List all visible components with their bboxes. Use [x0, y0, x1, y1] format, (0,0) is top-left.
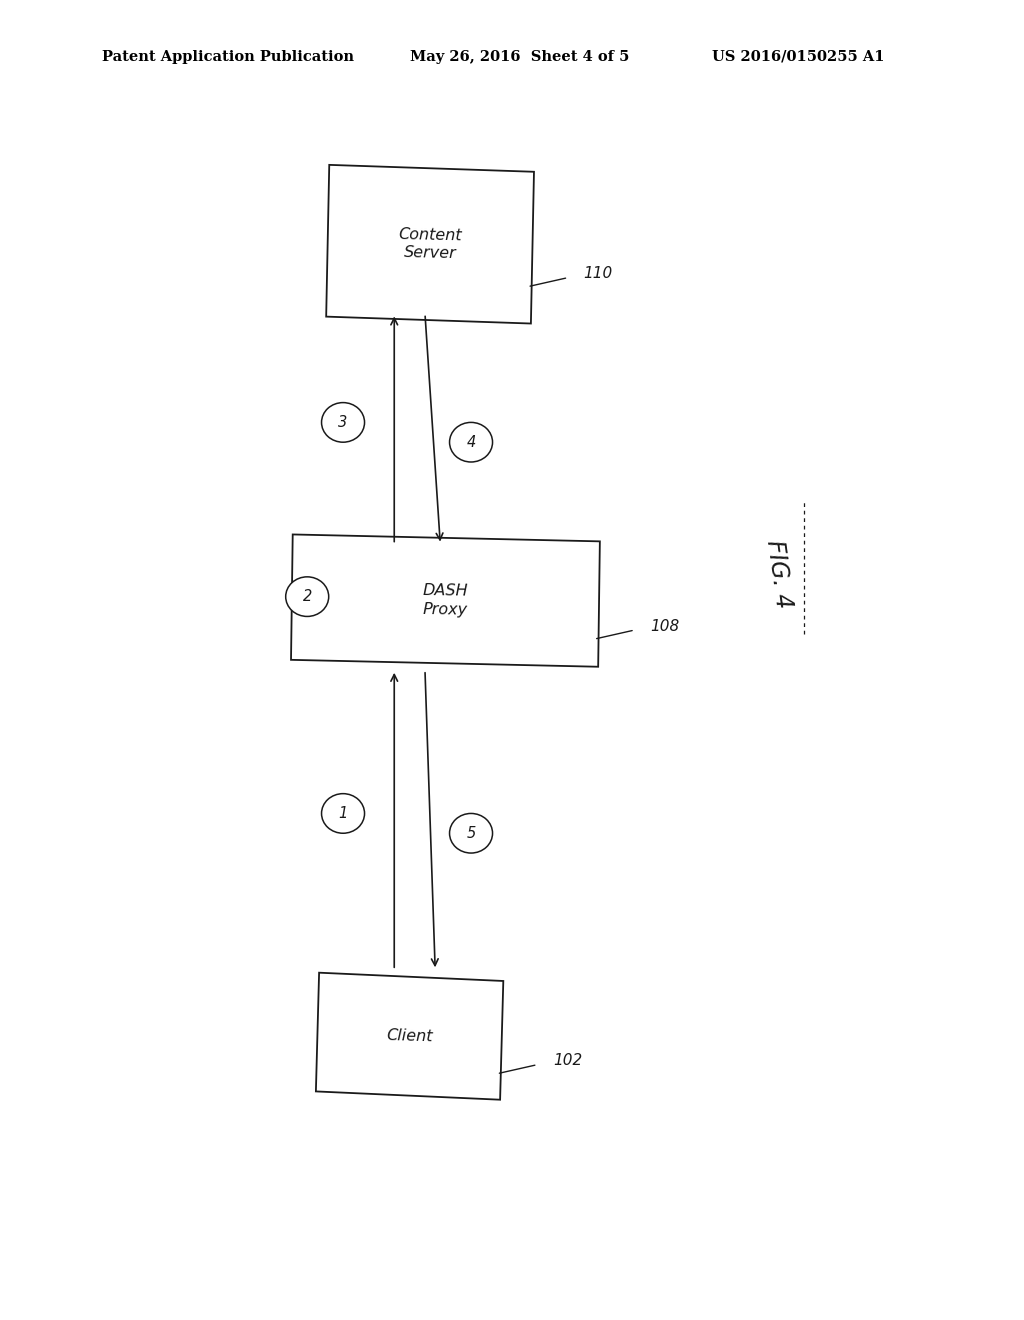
- Ellipse shape: [322, 403, 365, 442]
- Ellipse shape: [450, 422, 493, 462]
- Text: 108: 108: [650, 619, 680, 634]
- Text: Client: Client: [386, 1028, 433, 1044]
- Text: Patent Application Publication: Patent Application Publication: [102, 50, 354, 63]
- Text: DASH
Proxy: DASH Proxy: [423, 583, 468, 618]
- Ellipse shape: [322, 793, 365, 833]
- Text: 4: 4: [466, 434, 476, 450]
- Text: May 26, 2016  Sheet 4 of 5: May 26, 2016 Sheet 4 of 5: [410, 50, 629, 63]
- Ellipse shape: [286, 577, 329, 616]
- Ellipse shape: [450, 813, 493, 853]
- Polygon shape: [315, 973, 504, 1100]
- Polygon shape: [327, 165, 534, 323]
- Text: 110: 110: [584, 267, 613, 281]
- Text: US 2016/0150255 A1: US 2016/0150255 A1: [712, 50, 884, 63]
- Text: 1: 1: [338, 807, 348, 821]
- Text: 3: 3: [338, 414, 348, 430]
- Polygon shape: [291, 535, 600, 667]
- Text: 2: 2: [302, 589, 312, 605]
- Text: 5: 5: [466, 826, 476, 841]
- Text: FIG. 4: FIG. 4: [762, 539, 795, 610]
- Text: Content
Server: Content Server: [398, 227, 462, 261]
- Text: 102: 102: [553, 1053, 583, 1068]
